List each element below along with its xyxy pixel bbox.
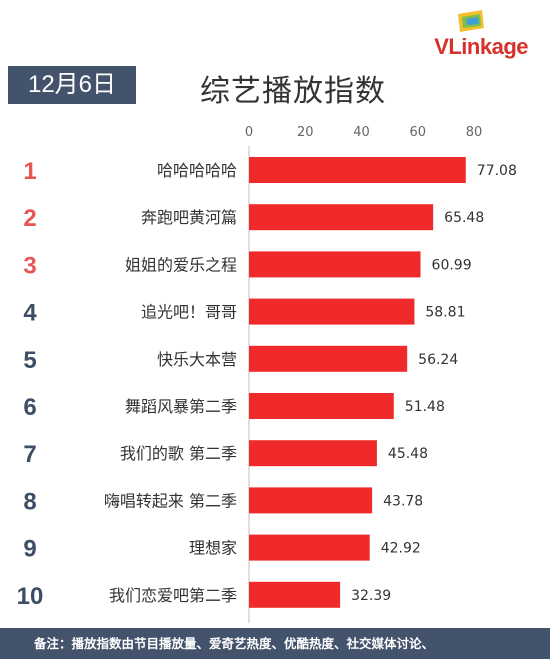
bar [249, 440, 377, 467]
category-label: 哈哈哈哈哈 [157, 161, 237, 180]
bar [249, 345, 408, 372]
rank-number: 8 [23, 488, 36, 515]
bar [249, 298, 415, 325]
bar [249, 393, 394, 419]
category-label: 我们的歌 第二季 [120, 444, 237, 463]
x-tick-label: 20 [297, 125, 314, 140]
category-label: 快乐大本营 [157, 350, 237, 369]
rank-number: 9 [23, 536, 36, 563]
category-label: 奔跑吧黄河篇 [141, 208, 237, 227]
category-label: 舞蹈风暴第二季 [125, 397, 237, 416]
value-label: 51.48 [405, 399, 445, 415]
bar [249, 534, 370, 561]
value-label: 65.48 [444, 210, 484, 226]
value-label: 56.24 [418, 352, 458, 368]
vlinkage-logo: VLinkage [408, 10, 528, 60]
category-label: 姐姐的爱乐之程 [125, 255, 237, 274]
footer-note: 备注：播放指数由节目播放量、爱奇艺热度、优酷热度、社交媒体讨论、 [0, 628, 550, 659]
rank-number: 1 [23, 158, 36, 185]
rank-number: 6 [23, 394, 36, 421]
value-label: 32.39 [351, 588, 391, 604]
category-label: 嗨唱转起来 第二季 [104, 491, 237, 510]
value-label: 45.48 [388, 446, 428, 462]
rank-number: 7 [23, 441, 36, 468]
rank-number: 2 [23, 205, 36, 232]
x-tick-label: 40 [353, 125, 370, 140]
bar [249, 157, 466, 183]
bar [249, 581, 341, 608]
x-tick-label: 80 [466, 125, 483, 140]
category-label: 我们恋爱吧第二季 [109, 586, 237, 605]
rank-number: 5 [23, 347, 36, 374]
bar [249, 204, 434, 231]
chart-title: 综艺播放指数 [200, 74, 386, 109]
value-label: 43.78 [383, 493, 423, 509]
bar [249, 487, 373, 514]
value-label: 60.99 [432, 257, 472, 273]
x-tick-label: 0 [245, 125, 253, 140]
rank-number: 10 [17, 583, 44, 610]
logo-mark-icon [458, 10, 484, 32]
value-label: 42.92 [381, 541, 421, 557]
rank-number: 3 [23, 252, 36, 279]
value-label: 58.81 [425, 305, 465, 321]
rank-number: 4 [23, 300, 37, 327]
category-label: 追光吧！哥哥 [141, 303, 237, 322]
brand-name: VLinkage [434, 34, 528, 59]
value-label: 77.08 [477, 163, 517, 179]
bar [249, 251, 421, 278]
date-badge: 12月6日 [8, 66, 136, 104]
bar-chart: 0 20 40 60 80 1 哈哈哈哈哈 77.08 2 奔跑吧黄河篇 65.48 3 姐姐的爱乐之程… [17, 125, 517, 623]
category-label: 理想家 [189, 539, 237, 558]
x-tick-label: 60 [409, 125, 426, 140]
